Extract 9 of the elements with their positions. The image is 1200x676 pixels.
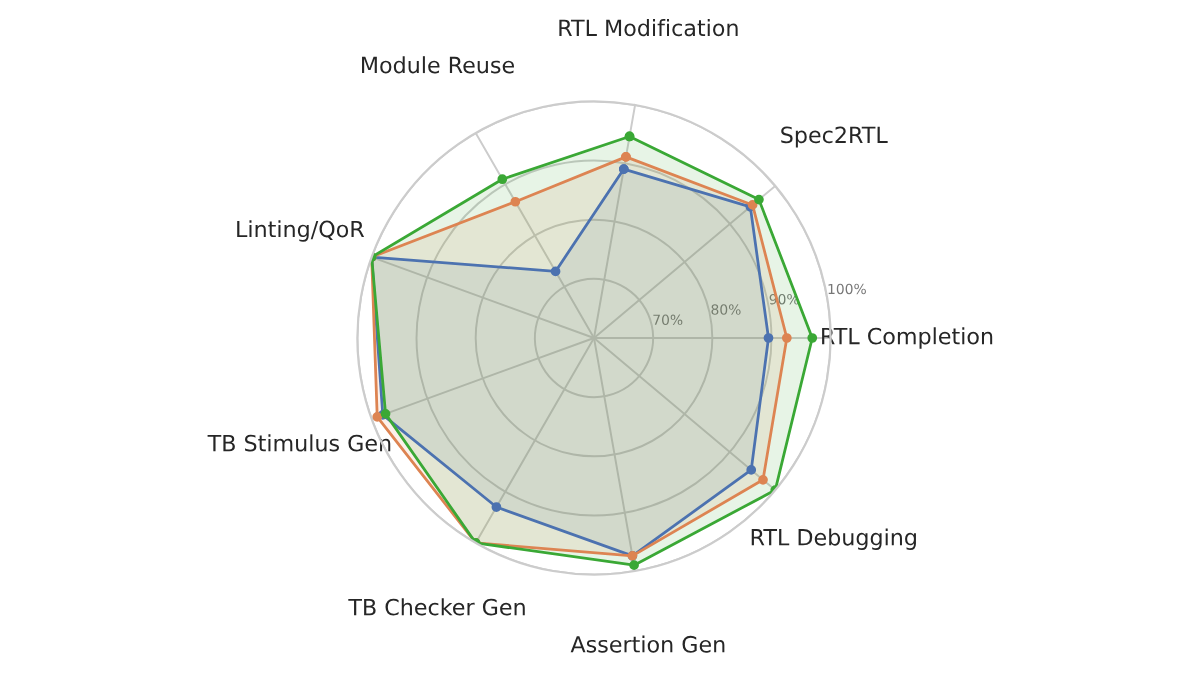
spoke-label: RTL Modification (559, 19, 738, 37)
spoke-label: RTL Debugging (751, 528, 916, 550)
spoke-label: RTL Completion (822, 327, 993, 349)
spoke-label: Spec2RTL (781, 126, 888, 148)
spoke-label: Assertion Gen (570, 635, 725, 653)
spoke-label: TB Checker Gen (348, 598, 525, 616)
spoke-label: Module Reuse (362, 56, 514, 74)
spoke-label: Linting/QoR (237, 220, 365, 242)
spoke-label: TB Stimulus Gen (207, 434, 391, 452)
